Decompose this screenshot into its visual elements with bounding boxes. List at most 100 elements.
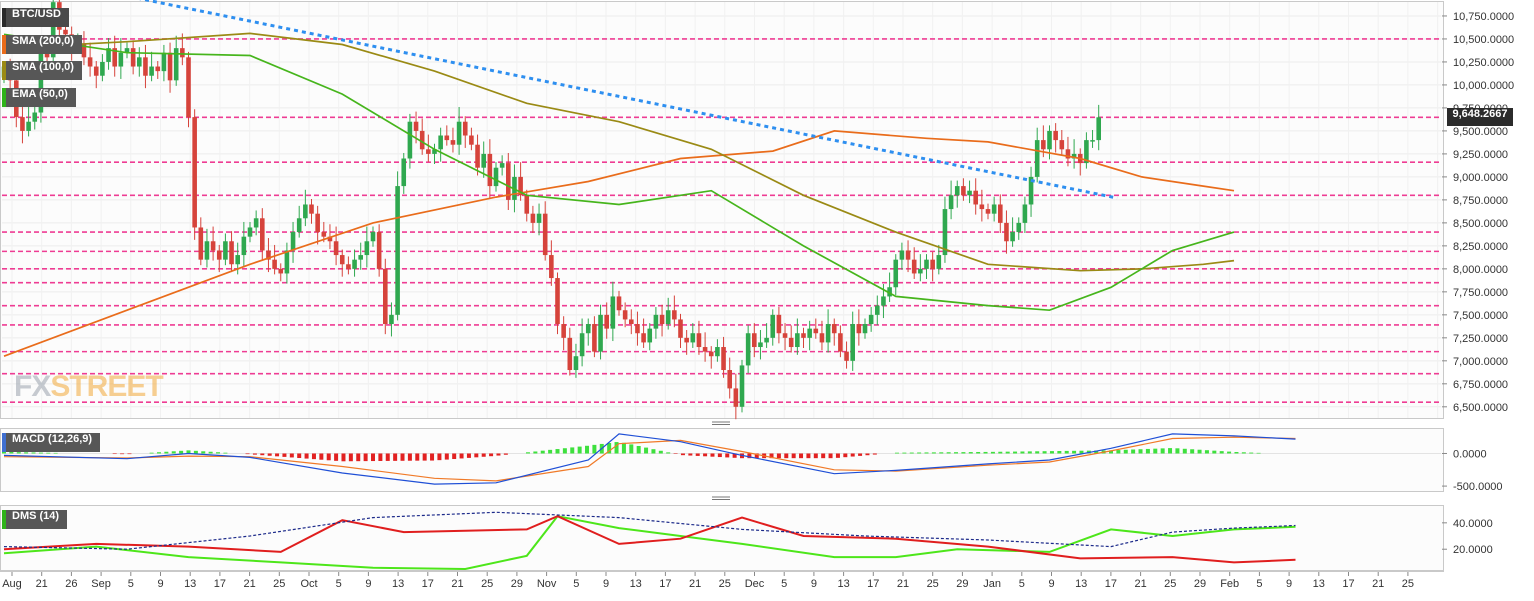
x-tick-label: 21 [1372, 578, 1384, 590]
macd-histogram-bar [1027, 451, 1032, 454]
macd-histogram-bar [9, 452, 14, 454]
price-panel-resize-handle[interactable] [712, 421, 730, 425]
macd-histogram-bar [1204, 450, 1209, 454]
macd-histogram-bar [452, 453, 457, 460]
candle [352, 259, 357, 269]
candle [278, 268, 284, 274]
macd-histogram-bar [127, 453, 132, 455]
candle [167, 52, 173, 81]
macd-histogram-bar [275, 453, 280, 457]
y-tick-label: 0.0000 [1453, 448, 1487, 460]
x-tick-label: 29 [511, 578, 523, 590]
macd-histogram-bar [16, 452, 21, 454]
candle [413, 121, 419, 131]
y-tick-label: 20.0000 [1453, 544, 1493, 556]
macd-histogram-bar [939, 452, 944, 454]
candle [598, 314, 603, 352]
candle [893, 259, 899, 288]
macd-histogram-bar [1109, 450, 1113, 454]
x-tick-label: 5 [573, 578, 579, 590]
candle [296, 218, 302, 233]
macd-histogram-bar [289, 453, 294, 458]
y-tick-label: 7,750.0000 [1453, 287, 1508, 299]
candle [130, 48, 136, 67]
candle [752, 333, 757, 348]
macd-histogram-bar [621, 442, 626, 454]
candle [764, 337, 769, 343]
candle [438, 135, 443, 150]
macd-histogram-bar [1249, 452, 1254, 454]
macd-histogram-bar [1190, 449, 1195, 454]
macd-histogram-bar [422, 453, 427, 461]
candle [647, 328, 653, 343]
candle [555, 278, 560, 325]
macd-panel-resize-handle[interactable] [712, 496, 730, 500]
candle [235, 255, 240, 265]
macd-histogram-bar [894, 452, 899, 454]
candle [727, 370, 732, 389]
candle [346, 264, 351, 269]
candle [229, 241, 234, 265]
macd-histogram-bar [156, 452, 161, 454]
descending-trendline [139, 0, 1118, 200]
ema-50-line [3, 33, 1235, 312]
sma-100-line [3, 32, 1235, 272]
macd-legend[interactable]: MACD (12,26,9) [2, 433, 101, 452]
macd-histogram-bar [636, 445, 641, 454]
candle [721, 347, 726, 371]
candle [610, 296, 616, 329]
macd-histogram-bar [363, 453, 368, 462]
candle [333, 241, 339, 256]
macd-histogram-bar [1160, 448, 1165, 454]
candle [967, 190, 972, 196]
candle [469, 135, 474, 145]
y-tick-label: 9,500.0000 [1453, 126, 1508, 138]
candle [1084, 140, 1089, 164]
candle [1010, 232, 1015, 242]
macd-histogram-bar [651, 449, 656, 454]
sma-100-legend[interactable]: SMA (100,0) [2, 61, 82, 80]
sma-200-legend[interactable]: SMA (200,0) [2, 35, 82, 54]
macd-histogram-bar [378, 453, 383, 461]
candle [770, 314, 776, 338]
x-tick-label: Sep [91, 578, 111, 590]
x-tick-label: Dec [745, 578, 765, 590]
macd-histogram-bar [1042, 451, 1047, 454]
candle [745, 333, 751, 366]
candle [284, 250, 290, 274]
macd-histogram-bar [444, 453, 449, 460]
y-tick-label: 9,000.0000 [1453, 172, 1508, 184]
macd-histogram-bar [858, 453, 863, 456]
macd-histogram-bar [223, 452, 228, 454]
x-tick-label: 9 [1286, 578, 1292, 590]
candle [1028, 176, 1034, 205]
candle [733, 388, 739, 407]
macd-histogram-bar [179, 450, 184, 454]
candle [604, 314, 609, 329]
macd-histogram-bar [843, 453, 848, 458]
candle [1071, 153, 1077, 159]
macd-histogram-bar [489, 453, 494, 457]
x-tick-label: 17 [1105, 578, 1117, 590]
candle [32, 112, 38, 122]
candle [899, 250, 905, 260]
ema-50-legend[interactable]: EMA (50,0) [2, 88, 76, 107]
candle [364, 241, 370, 256]
macd-histogram-bar [1138, 449, 1143, 454]
macd-histogram-bar [828, 453, 833, 459]
macd-histogram-bar [245, 453, 250, 455]
x-tick-label: 13 [837, 578, 849, 590]
dms-legend[interactable]: DMS (14) [2, 510, 68, 529]
macd-histogram-bar [1013, 451, 1018, 454]
macd-histogram-bar [496, 453, 501, 456]
candle [635, 324, 640, 334]
candle [659, 314, 665, 325]
macd-histogram-bar [872, 453, 877, 455]
x-tick-label: 25 [719, 578, 731, 590]
candle [813, 328, 819, 334]
macd-histogram-bar [703, 453, 708, 457]
candle [875, 305, 880, 315]
macd-histogram-bar [976, 451, 981, 454]
macd-histogram-bar [46, 452, 51, 454]
macd-histogram-bar [924, 452, 929, 454]
